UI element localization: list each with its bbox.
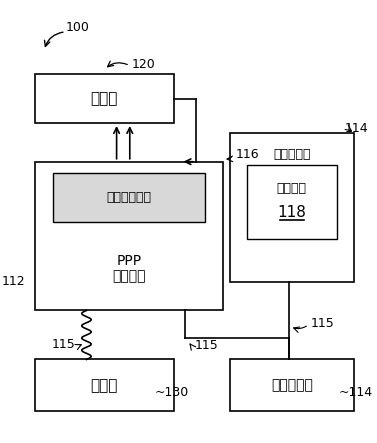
Text: 115: 115 xyxy=(311,317,334,330)
Bar xyxy=(35,162,223,311)
Text: 数据源: 数据源 xyxy=(91,378,118,393)
Text: 116: 116 xyxy=(235,148,259,161)
Bar xyxy=(230,359,354,411)
Text: ~130: ~130 xyxy=(154,386,188,399)
Text: 115: 115 xyxy=(51,338,75,351)
Bar xyxy=(35,74,174,123)
Text: 114: 114 xyxy=(345,122,368,135)
Text: 用户界面: 用户界面 xyxy=(277,182,307,194)
Text: 数据库: 数据库 xyxy=(91,91,118,106)
Bar xyxy=(230,133,354,282)
Bar xyxy=(52,173,205,222)
Bar xyxy=(247,166,337,239)
Text: 数据库服务器: 数据库服务器 xyxy=(106,191,151,204)
Bar xyxy=(35,359,174,411)
Text: 120: 120 xyxy=(132,58,155,71)
Text: ~114: ~114 xyxy=(339,386,373,399)
Text: 112: 112 xyxy=(2,275,25,288)
Text: 115: 115 xyxy=(195,339,219,352)
Text: 计算装置: 计算装置 xyxy=(112,270,146,284)
Text: 118: 118 xyxy=(277,205,306,220)
Text: 客户端系统: 客户端系统 xyxy=(271,378,313,392)
Text: 客户端系统: 客户端系统 xyxy=(273,148,311,161)
Text: PPP: PPP xyxy=(116,253,141,268)
Text: 100: 100 xyxy=(66,21,90,35)
